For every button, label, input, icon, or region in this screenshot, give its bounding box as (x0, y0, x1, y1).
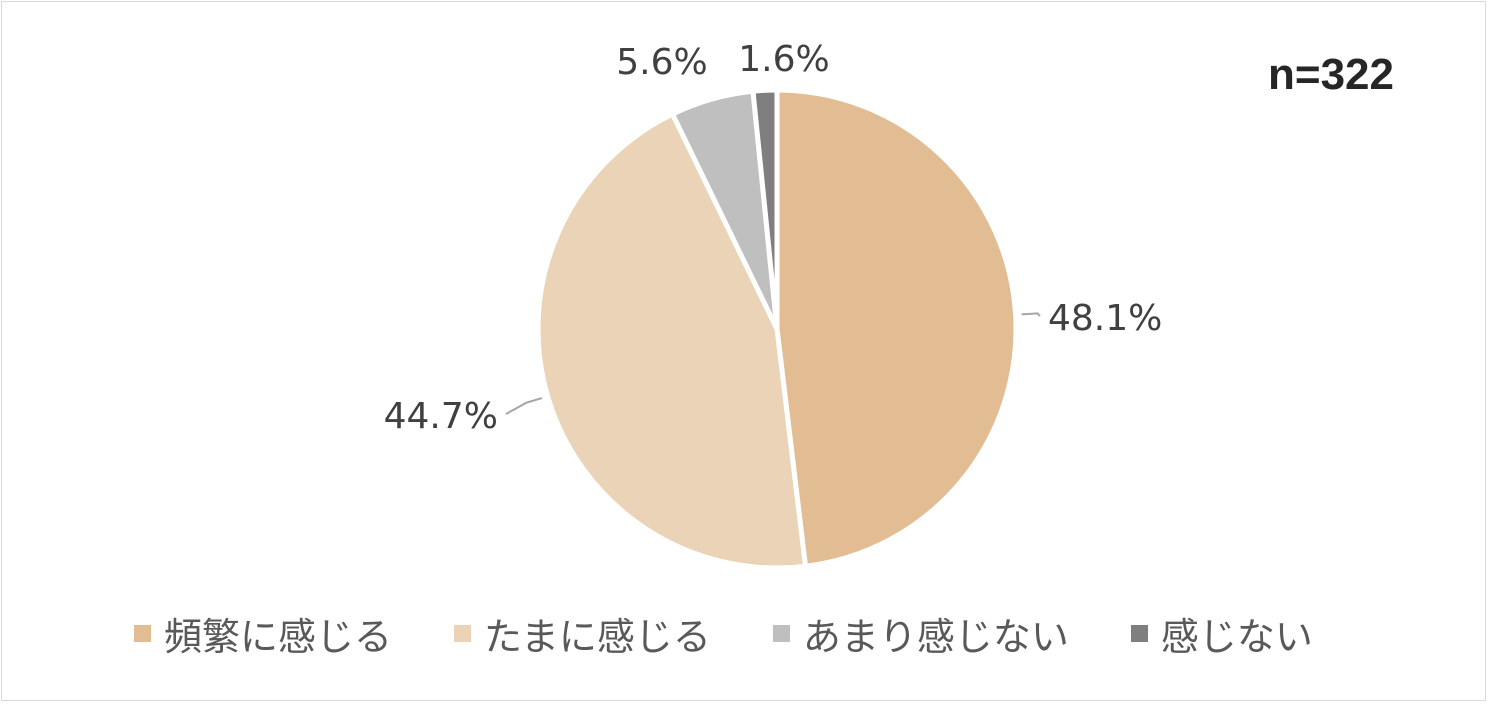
legend-label: 感じない (1160, 615, 1313, 659)
slice-never (750, 87, 780, 332)
legend-label: たまに感じる (484, 615, 711, 659)
slice-frequent (774, 87, 1019, 569)
legend-item-frequent: 頻繁に感じる (134, 606, 392, 661)
legend-swatch (454, 625, 472, 642)
data-label-never: 1.6% (738, 39, 829, 80)
pie-slices (535, 87, 1019, 571)
data-label-sometimes: 44.7% (384, 396, 498, 437)
slice-sometimes (535, 111, 808, 571)
data-label-frequent: 48.1% (1048, 298, 1162, 339)
legend-item-rarely: あまり感じない (772, 606, 1069, 661)
data-label-rarely: 5.6% (616, 42, 707, 83)
legend-label: あまり感じない (802, 615, 1069, 659)
data-labels: 48.1% 44.7% 5.6% 1.6% (384, 39, 1163, 437)
legend: 頻繁に感じる たまに感じる あまり感じない 感じない (134, 606, 1313, 661)
leader-line (1021, 312, 1041, 317)
sample-size-label: n=322 (1268, 50, 1394, 99)
legend-swatch (1130, 625, 1148, 642)
legend-swatch (772, 625, 790, 642)
leader-lines (505, 312, 1041, 415)
leader-line (505, 397, 543, 415)
legend-label: 頻繁に感じる (164, 615, 393, 659)
legend-swatch (134, 625, 151, 642)
legend-item-sometimes: たまに感じる (454, 606, 711, 661)
legend-item-never: 感じない (1130, 606, 1313, 661)
